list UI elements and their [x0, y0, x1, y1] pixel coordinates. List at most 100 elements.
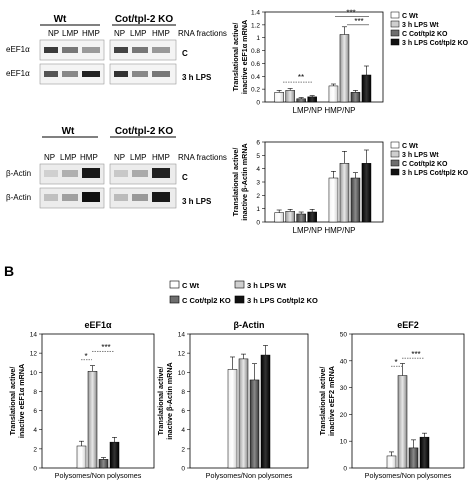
sig-marker: *	[394, 358, 397, 367]
y-tick-label: 6	[181, 408, 185, 415]
y-tick-label: 2	[256, 193, 260, 200]
bar	[249, 379, 260, 469]
chart-b-eef2: 0 10 20 30 40 50 Translational active/inactive…	[318, 320, 465, 480]
bar	[339, 34, 350, 103]
legend-entry: C Cot/tpl2 KO	[402, 161, 448, 168]
y-tick-label: 3	[256, 180, 260, 187]
legend-swatch-c-wt	[169, 280, 180, 289]
bar	[307, 96, 317, 103]
fractions-label: RNA fractions	[178, 153, 227, 162]
plot-frame	[351, 333, 465, 469]
bar	[109, 441, 120, 469]
y-tick-label: 0.6	[251, 61, 260, 68]
lane-hmp-ko: HMP	[152, 153, 170, 162]
y-axis-label: inactive eEF2 mRNA	[327, 366, 336, 436]
bar	[274, 92, 284, 103]
bar	[227, 369, 238, 469]
blot-eef1a: Wt Cot/tpl-2 KO NP LMP HMP NP LMP HMP RN…	[6, 14, 227, 85]
lane-lmp-wt: LMP	[62, 29, 78, 38]
legend-swatch	[390, 29, 400, 37]
x-axis-label: Polysomes/Non polysomes	[55, 471, 142, 480]
y-tick-label: 14	[178, 332, 186, 339]
chart-title: eEF2	[397, 320, 419, 330]
sig-marker: *	[84, 352, 87, 361]
y-axis-label: Translational active/	[8, 367, 17, 436]
y-tick-label: 10	[30, 370, 38, 377]
chart-a-eef1a: 0 0.2 0.4 0.6 0.8 1 1.2 1.4 Translational active…	[231, 9, 469, 116]
legend-swatch-lps-wt	[234, 280, 245, 289]
bar	[328, 177, 339, 223]
legend-entry: 3 h LPS Wt	[402, 22, 439, 29]
band	[132, 47, 148, 53]
legend-entry: 3 h LPS Wt	[402, 152, 439, 159]
y-tick-label: 4	[256, 166, 260, 173]
y-tick-label: 1	[256, 206, 260, 213]
y-tick-label: 6	[33, 408, 37, 415]
wt-label: Wt	[62, 126, 75, 137]
y-axis-label: inactive eEF1α mRNA	[17, 364, 26, 438]
y-tick-label: 4	[33, 427, 37, 434]
bar	[361, 163, 372, 223]
sig-marker: ***	[354, 17, 363, 26]
band	[82, 168, 100, 178]
sig-marker: ***	[346, 9, 355, 18]
band	[152, 71, 170, 77]
y-tick-label: 12	[178, 351, 186, 358]
y-tick-label: 8	[181, 389, 185, 396]
y-axis-label: inactive eEF1α mRNA	[240, 20, 249, 94]
y-tick-label: 8	[33, 389, 37, 396]
legend-c-ko: C Cot/tpl2 KO	[182, 296, 231, 305]
band	[114, 170, 128, 177]
bar	[260, 354, 271, 469]
lane-hmp-wt: HMP	[82, 29, 100, 38]
bar	[339, 163, 350, 223]
y-tick-label: 2	[181, 446, 185, 453]
bar	[419, 436, 430, 469]
lane-np-ko: NP	[114, 29, 125, 38]
sig-marker: ***	[411, 350, 420, 359]
plot-frame	[41, 333, 155, 469]
y-tick-label: 40	[340, 358, 348, 365]
bar	[238, 358, 249, 469]
sig-marker: ***	[101, 343, 110, 352]
blot-row-label: eEF1α	[6, 69, 30, 78]
lane-hmp-wt: HMP	[80, 153, 98, 162]
chart-title: eEF1α	[84, 320, 112, 330]
y-tick-label: 5	[256, 153, 260, 160]
lane-lmp-wt: LMP	[60, 153, 76, 162]
band	[132, 194, 148, 201]
legend-entry: 3 h LPS Cot/tpl2 KO	[402, 170, 469, 177]
bar	[87, 371, 98, 469]
bar	[76, 445, 87, 469]
bar	[386, 455, 397, 469]
legend-swatch	[390, 38, 400, 46]
y-tick-label: 0.2	[251, 87, 260, 94]
band	[44, 47, 58, 53]
bar	[361, 74, 372, 103]
lane-np-wt: NP	[48, 29, 59, 38]
chart-b-eef1a: 0 2 4 6 8 10 12 14 Translational active/inactive…	[8, 320, 155, 480]
band	[132, 170, 148, 177]
band	[62, 170, 78, 177]
chart-title: β-Actin	[234, 320, 265, 330]
legend-c-wt: C Wt	[182, 281, 200, 290]
bar	[397, 375, 408, 469]
y-tick-label: 4	[181, 427, 185, 434]
legend-lps-wt: 3 h LPS Wt	[247, 281, 287, 290]
band	[62, 71, 78, 77]
y-tick-label: 1	[256, 35, 260, 42]
x-axis-label: Polysomes/Non polysomes	[206, 471, 293, 480]
bar	[296, 98, 306, 103]
chart-a-actin: 0 1 2 3 4 5 6 Translational active/inactive β-A…	[231, 140, 469, 236]
x-category-labels: LMP/NP HMP/NP	[293, 226, 356, 235]
band	[82, 192, 100, 202]
y-tick-label: 12	[30, 351, 38, 358]
band	[44, 170, 58, 177]
y-tick-label: 50	[340, 332, 348, 339]
legend-entry: C Wt	[402, 143, 419, 150]
y-tick-label: 10	[178, 370, 186, 377]
band	[114, 47, 128, 53]
legend-swatch-c-ko	[169, 295, 180, 304]
